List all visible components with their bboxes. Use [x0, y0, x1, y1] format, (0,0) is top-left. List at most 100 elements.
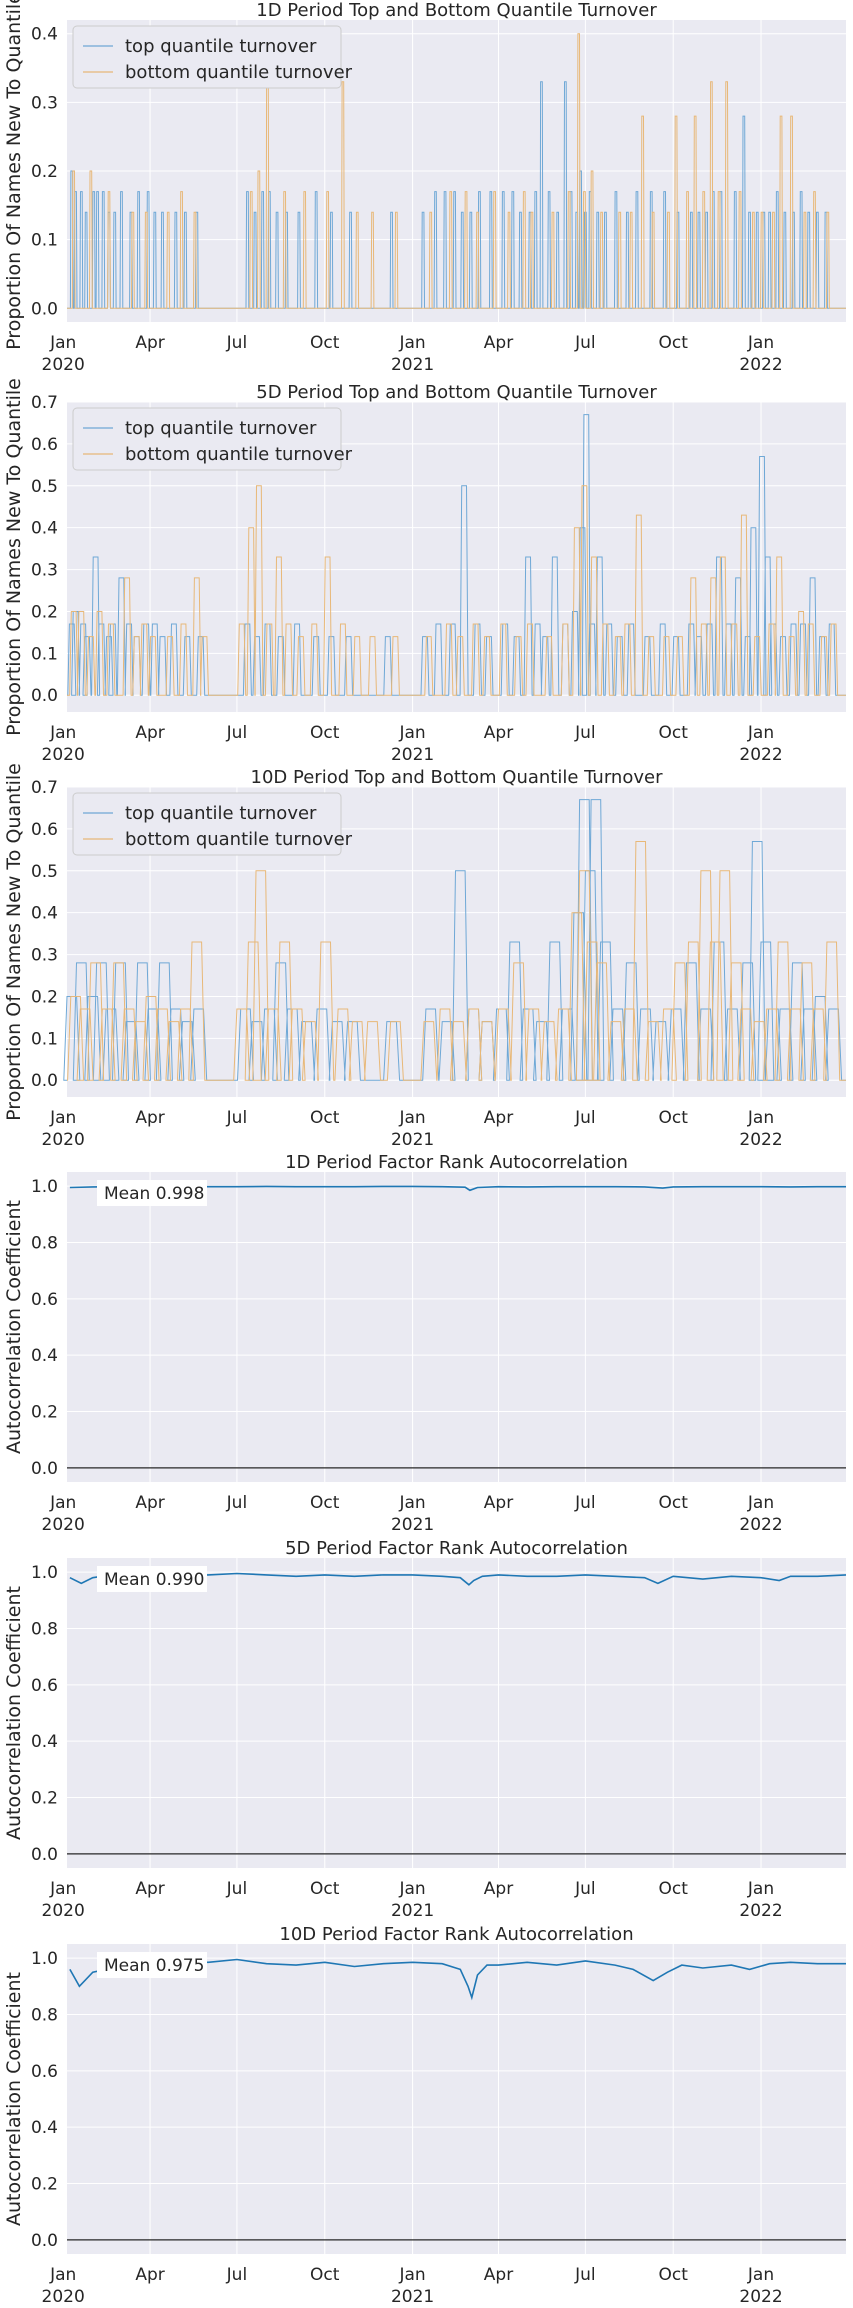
- y-tick-label: 0.3: [31, 946, 58, 966]
- y-tick-label: 1.0: [31, 1949, 58, 1969]
- x-tick-year: 2022: [739, 1901, 782, 1921]
- x-tick-year: 2021: [391, 355, 434, 375]
- x-tick-month: Apr: [484, 2265, 513, 2285]
- plot-area: [67, 1172, 846, 1482]
- chart-title: 10D Period Factor Rank Autocorrelation: [279, 1924, 633, 1945]
- x-tick-year: 2020: [42, 1901, 85, 1921]
- x-tick-month: Apr: [135, 1493, 164, 1513]
- y-tick-label: 0.0: [31, 686, 58, 706]
- y-axis-label: Proportion Of Names New To Quantile: [3, 0, 25, 350]
- series-line-top-quantile-turnover: [67, 81, 846, 309]
- x-tick-month: Apr: [135, 333, 164, 353]
- mean-annotation: Mean 0.990: [104, 1570, 204, 1590]
- y-tick-label: 1.0: [31, 1563, 58, 1583]
- x-tick-month: Oct: [659, 1108, 689, 1128]
- y-tick-label: 0.0: [31, 1071, 58, 1091]
- x-tick-month: Jan: [747, 1108, 774, 1128]
- chart-title: 1D Period Top and Bottom Quantile Turnov…: [256, 0, 657, 21]
- x-tick-month: Jul: [574, 1879, 596, 1899]
- y-tick-label: 0.4: [31, 25, 58, 45]
- x-tick-month: Jan: [398, 1108, 425, 1128]
- autocorrelation-line: [69, 1185, 846, 1192]
- x-tick-year: 2020: [42, 745, 85, 765]
- x-tick-month: Jul: [226, 2265, 248, 2285]
- x-tick-month: Apr: [484, 333, 513, 353]
- x-tick-month: Jan: [398, 1493, 425, 1513]
- x-tick-month: Jul: [574, 1108, 596, 1128]
- y-tick-label: 0.3: [31, 93, 58, 113]
- x-tick-month: Jul: [574, 1493, 596, 1513]
- legend-label: bottom quantile turnover: [125, 829, 353, 850]
- y-tick-label: 0.3: [31, 561, 58, 581]
- x-tick-month: Oct: [310, 333, 340, 353]
- x-tick-month: Jul: [226, 1493, 248, 1513]
- y-tick-label: 0.0: [31, 2231, 58, 2251]
- x-tick-month: Jan: [398, 2265, 425, 2285]
- x-tick-month: Oct: [659, 333, 689, 353]
- x-tick-year: 2021: [391, 2287, 434, 2307]
- x-tick-month: Jul: [226, 723, 248, 743]
- x-tick-year: 2022: [739, 2287, 782, 2307]
- x-tick-month: Apr: [135, 1879, 164, 1899]
- y-tick-label: 0.4: [31, 1346, 58, 1366]
- x-tick-month: Apr: [135, 1108, 164, 1128]
- x-tick-month: Apr: [484, 723, 513, 743]
- x-tick-month: Jul: [226, 1108, 248, 1128]
- y-axis-label: Autocorrelation Coefficient: [3, 1200, 25, 1454]
- y-tick-label: 0.4: [31, 1732, 58, 1752]
- x-tick-month: Jul: [226, 333, 248, 353]
- legend-label: top quantile turnover: [125, 803, 317, 824]
- y-tick-label: 0.2: [31, 987, 58, 1007]
- y-tick-label: 0.4: [31, 519, 58, 539]
- x-tick-month: Jan: [398, 723, 425, 743]
- y-tick-label: 0.2: [31, 602, 58, 622]
- x-tick-year: 2020: [42, 355, 85, 375]
- chart-title: 5D Period Top and Bottom Quantile Turnov…: [256, 382, 657, 403]
- legend: top quantile turnover bottom quantile tur…: [72, 792, 353, 856]
- x-tick-year: 2021: [391, 745, 434, 765]
- x-tick-year: 2021: [391, 1130, 434, 1150]
- y-axis-label: Autocorrelation Coefficient: [3, 1586, 25, 1840]
- y-tick-label: 0.4: [31, 2118, 58, 2138]
- legend-label: bottom quantile turnover: [125, 444, 353, 465]
- x-tick-month: Jan: [49, 1493, 76, 1513]
- y-tick-label: 0.6: [31, 1290, 58, 1310]
- legend-label: top quantile turnover: [125, 36, 317, 57]
- x-tick-month: Jan: [49, 723, 76, 743]
- x-tick-month: Oct: [310, 723, 340, 743]
- x-tick-month: Jul: [574, 2265, 596, 2285]
- y-tick-label: 0.6: [31, 2062, 58, 2082]
- mean-annotation: Mean 0.998: [104, 1184, 204, 1204]
- x-tick-month: Jan: [49, 1108, 76, 1128]
- plot-area: [67, 1558, 846, 1868]
- y-tick-label: 0.8: [31, 1619, 58, 1639]
- series-line-bottom-quantile-turnover: [67, 485, 846, 696]
- x-tick-month: Oct: [310, 1493, 340, 1513]
- x-tick-month: Oct: [310, 2265, 340, 2285]
- x-tick-year: 2020: [42, 1515, 85, 1535]
- x-tick-year: 2020: [42, 2287, 85, 2307]
- x-tick-month: Apr: [135, 723, 164, 743]
- legend-box: [72, 25, 342, 89]
- x-tick-month: Jan: [747, 723, 774, 743]
- x-tick-month: Jan: [398, 333, 425, 353]
- x-tick-month: Jul: [226, 1879, 248, 1899]
- x-tick-month: Jan: [747, 333, 774, 353]
- chart-title: 1D Period Factor Rank Autocorrelation: [285, 1152, 628, 1173]
- plot-area: [67, 1944, 846, 2254]
- y-axis-label: Proportion Of Names New To Quantile: [3, 378, 25, 736]
- y-tick-label: 0.6: [31, 435, 58, 455]
- legend: top quantile turnover bottom quantile tur…: [72, 407, 353, 471]
- y-tick-label: 0.2: [31, 1403, 58, 1423]
- legend-label: top quantile turnover: [125, 418, 317, 439]
- mean-annotation-box: [97, 1952, 207, 1978]
- x-tick-month: Apr: [484, 1108, 513, 1128]
- y-tick-label: 0.8: [31, 2005, 58, 2025]
